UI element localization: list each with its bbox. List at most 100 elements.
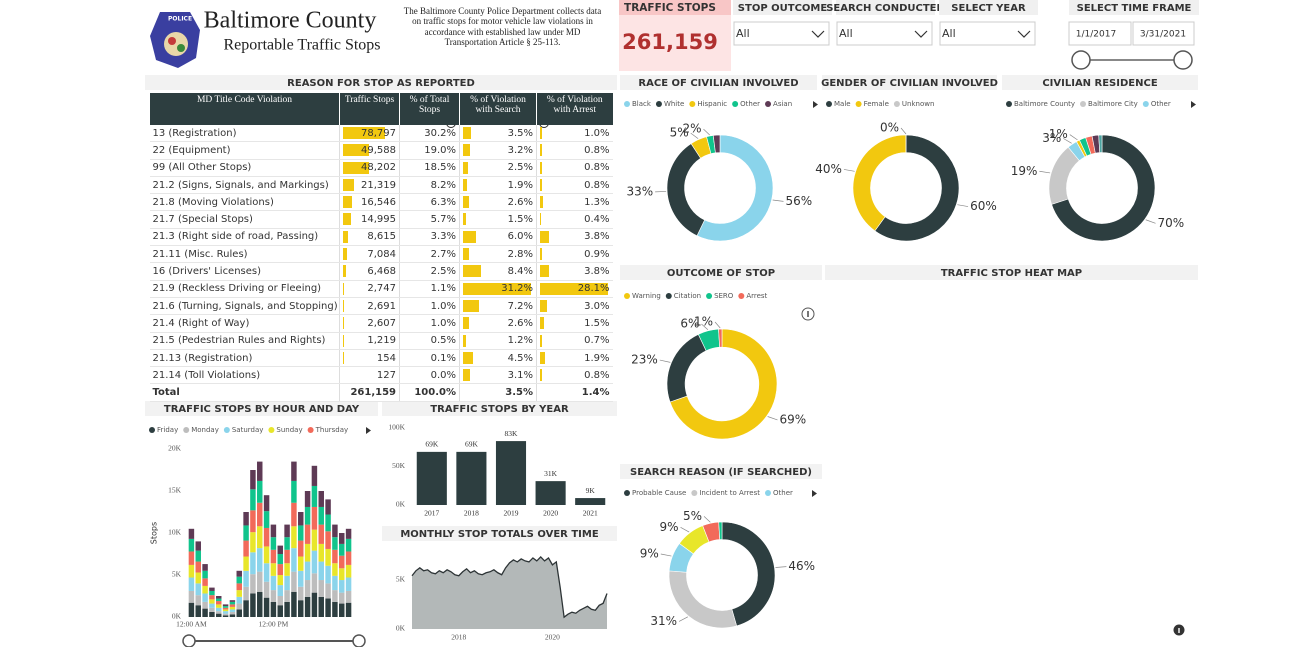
bar-segment — [298, 570, 304, 587]
table-cell: 3.8% — [536, 262, 613, 281]
table-cell: 1.2% — [459, 332, 537, 350]
bar-segment — [277, 596, 283, 606]
panel-header — [620, 265, 822, 280]
table-cell: 0.5% — [399, 332, 460, 350]
label-leader — [660, 553, 672, 557]
table-cell: 2,607 — [339, 314, 400, 333]
data-label: 83K — [505, 429, 519, 438]
cell-value: 8,615 — [367, 231, 396, 243]
table-cell: 261,159 — [339, 383, 400, 402]
table-row: 13 (Registration) 78,797 30.2% 3.5% 1.0% — [149, 125, 613, 143]
bar-segment — [318, 543, 324, 562]
bar-segment — [188, 564, 195, 578]
bar-segment — [222, 613, 229, 616]
y-tick-label: 0K — [396, 500, 406, 509]
legend-label: Male — [834, 100, 851, 108]
panel-header — [620, 464, 822, 479]
data-label: 40% — [815, 162, 842, 176]
legend-arrow[interactable] — [366, 427, 371, 434]
table-cell: 7.2% — [459, 297, 537, 316]
bar-segment — [270, 537, 277, 550]
cell-value: 0.5% — [430, 335, 456, 347]
cell-value: 2,691 — [367, 300, 396, 312]
table-cell: 1.5% — [459, 210, 537, 229]
panel-header — [825, 265, 1198, 280]
legend-swatch — [738, 293, 745, 299]
table-bar — [463, 230, 477, 243]
cell-value: 1.5% — [507, 214, 533, 226]
bar-segment — [345, 551, 352, 565]
bar-segment — [188, 577, 195, 591]
x-tick-label: 2019 — [504, 509, 519, 518]
donut-slice — [666, 143, 705, 237]
bar-segment — [339, 592, 345, 604]
legend-arrow[interactable] — [812, 490, 817, 497]
legend-arrow[interactable] — [813, 101, 818, 108]
data-label: 2% — [682, 122, 701, 136]
legend-label: Black — [632, 100, 652, 108]
kpi-value: 261,159 — [622, 30, 718, 54]
bar-segment — [332, 524, 338, 538]
bar-segment — [311, 592, 318, 617]
dropdown[interactable] — [939, 21, 1036, 46]
table-row: 21.14 (Toll Violations) 127 0.0% 3.1% 0.8% — [149, 366, 613, 385]
info-icon[interactable] — [801, 307, 815, 321]
slider-handle[interactable] — [1173, 50, 1193, 70]
table-cell: 3.5% — [459, 383, 537, 402]
bar-segment — [202, 608, 208, 617]
x-tick-label: 2020 — [543, 509, 558, 518]
table-cell: 1.3% — [536, 193, 613, 212]
cell-value: 1.0% — [430, 317, 456, 329]
bar-segment — [250, 574, 256, 594]
bar-segment — [243, 570, 249, 587]
cell-value: 1.9% — [507, 179, 533, 191]
table-cell: 21.8 (Moving Violations) — [149, 193, 340, 212]
table-cell: 1.0% — [399, 314, 460, 333]
legend-swatch — [655, 101, 662, 107]
bar — [495, 441, 527, 505]
slider-handle[interactable] — [352, 634, 366, 647]
legend-arrow[interactable] — [1191, 101, 1196, 108]
table-row: 22 (Equipment) 49,588 19.0% 3.2% 0.8% — [149, 141, 613, 160]
legend-swatch — [307, 427, 314, 433]
slider-handle[interactable] — [1071, 50, 1091, 70]
legend-label: Saturday — [232, 426, 264, 434]
date-input[interactable] — [1068, 21, 1132, 46]
bar-segment — [318, 524, 324, 544]
bar-segment — [229, 606, 236, 610]
cell-value: 14,995 — [361, 214, 396, 226]
bar-segment — [263, 597, 270, 617]
data-label: 9% — [659, 520, 678, 534]
bar-segment — [304, 580, 311, 597]
cell-value: 1.1% — [430, 283, 456, 295]
bar-segment — [229, 604, 236, 607]
table-cell: Total — [149, 383, 340, 402]
bar-segment — [345, 590, 352, 603]
cell-value: 127 — [376, 369, 396, 381]
bar-segment — [195, 572, 201, 584]
bar-segment — [291, 548, 297, 572]
slider-handle[interactable] — [182, 634, 196, 647]
dropdown[interactable] — [733, 21, 830, 46]
cell-value: 1.3% — [584, 196, 610, 208]
y-tick-label: 5K — [396, 574, 406, 583]
date-input[interactable] — [1132, 21, 1195, 46]
table-cell: 21.6 (Turning, Signals, and Stopping) — [149, 297, 340, 316]
label-leader — [1063, 138, 1072, 144]
legend-swatch — [689, 101, 696, 107]
donut-slice — [1048, 146, 1080, 205]
bar-segment — [311, 465, 318, 486]
table-bar — [463, 127, 471, 139]
bar-segment — [202, 570, 208, 579]
cell-value: 1,219 — [367, 335, 396, 347]
info-icon[interactable] — [1173, 624, 1185, 636]
bar-segment — [209, 590, 215, 596]
dropdown[interactable] — [836, 21, 933, 46]
legend-label: SERO — [714, 292, 734, 300]
data-label: 1% — [694, 315, 713, 329]
bar-segment — [216, 611, 222, 614]
filter-label: STOP OUTCOME — [738, 3, 828, 14]
table-cell: 5.7% — [399, 210, 460, 229]
bar-segment — [236, 590, 242, 597]
table-row: 21.9 (Reckless Driving or Fleeing) 2,747 1… — [149, 280, 613, 298]
